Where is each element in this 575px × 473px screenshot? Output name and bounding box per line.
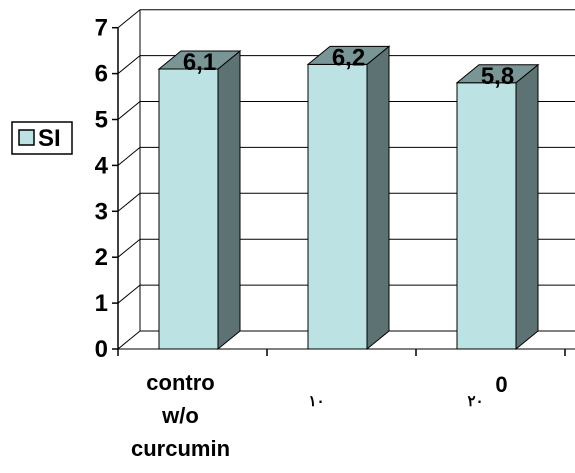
y-tick-label: 5 — [95, 107, 108, 134]
bar — [455, 63, 540, 351]
bar-front — [158, 68, 219, 350]
y-tick-label: 1 — [95, 290, 108, 317]
data-label: 5,8 — [481, 63, 514, 90]
y-tick-label: 2 — [95, 244, 108, 271]
legend: SI — [11, 121, 73, 155]
data-label: 6,1 — [183, 49, 216, 76]
x-category-label: curcumin — [131, 436, 230, 461]
gridline-side — [117, 55, 141, 74]
gridline-side — [117, 9, 141, 29]
y-tick-label: 6 — [95, 61, 108, 88]
bar-top — [157, 50, 242, 70]
x-category-label: ١٠ — [308, 393, 324, 410]
y-tick-label: 7 — [95, 15, 108, 42]
bar — [157, 49, 242, 351]
bar-side — [217, 49, 241, 351]
gridline-side — [117, 147, 141, 166]
x-category-label: contro — [146, 370, 214, 395]
y-tick-label: 4 — [95, 152, 109, 179]
legend-label: SI — [38, 125, 61, 152]
bar-side — [366, 45, 390, 351]
bar-side — [515, 63, 539, 351]
bar-top — [455, 64, 540, 84]
bar-front — [307, 63, 368, 350]
gridline-side — [117, 284, 141, 304]
bar — [306, 45, 391, 351]
gridline-side — [117, 192, 141, 212]
gridline-side — [117, 330, 141, 350]
x-category-label: w/o — [161, 403, 199, 428]
bar-front — [456, 82, 517, 350]
legend-swatch — [18, 129, 35, 146]
bar-top — [306, 45, 391, 65]
x-category-label: ٢٠ — [467, 393, 483, 410]
data-label: 6,2 — [332, 44, 365, 71]
x-category-label-suffix: 0 — [495, 372, 507, 397]
y-tick-label: 3 — [95, 198, 108, 225]
gridline-side — [117, 101, 141, 120]
y-tick-label: 0 — [95, 336, 108, 363]
gridline-side — [117, 238, 141, 258]
